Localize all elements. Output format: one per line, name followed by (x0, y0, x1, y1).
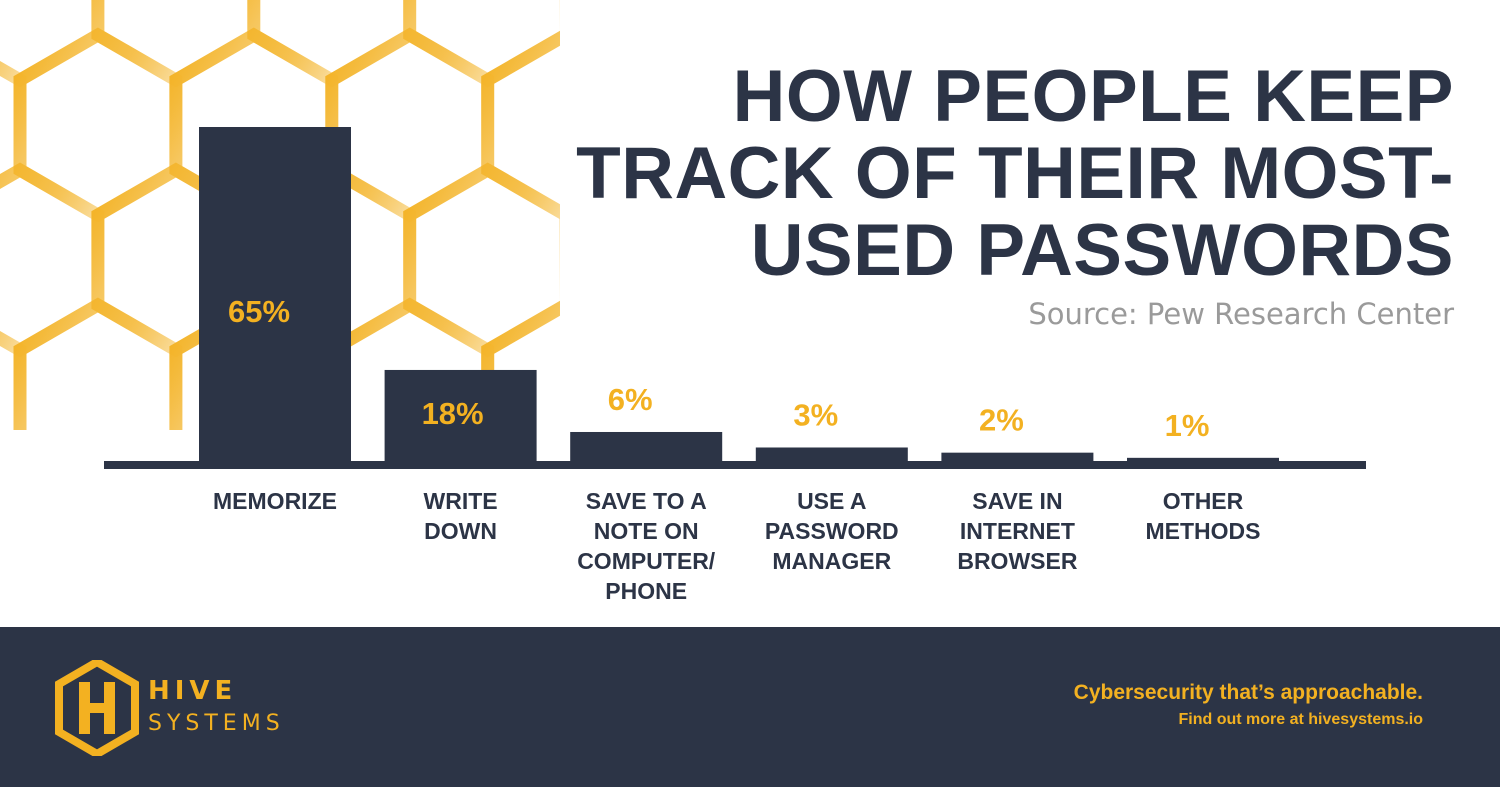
category-label-1-line-1: DOWN (424, 518, 497, 544)
category-label-5: OTHER METHODS (1146, 488, 1261, 544)
value-label-4: 2% (979, 403, 1024, 438)
value-label-2: 6% (608, 382, 653, 417)
category-label-5-line-0: OTHER (1163, 488, 1244, 514)
category-label-3: USE A PASSWORD MANAGER (765, 488, 899, 574)
value-label-3: 3% (793, 397, 838, 432)
category-label-0: MEMORIZE (213, 488, 337, 514)
category-label-0-line-0: MEMORIZE (213, 488, 337, 514)
category-label-2-line-3: PHONE (605, 578, 687, 604)
chart-title-line-1: HOW PEOPLE KEEP (732, 56, 1454, 137)
bar-1 (384, 369, 537, 463)
bar-chart: 65% 18% 6% 3% 2% 1% MEMORIZE WRITE DOWN SAVE TO … (104, 127, 1366, 604)
category-label-3-line-2: MANAGER (772, 548, 891, 574)
bar-0 (199, 127, 351, 463)
logo-wordmark-hive: HIVE (148, 676, 238, 706)
honeycomb-hexagon-24 (481, 300, 560, 430)
category-label-2-line-2: COMPUTER/ (577, 548, 716, 574)
category-label-1: WRITE DOWN (424, 488, 498, 544)
honeycomb-background (0, 0, 560, 430)
category-label-2: SAVE TO A NOTE ON COMPUTER/PHONE (577, 488, 716, 604)
footer-tagline: Cybersecurity that’s approachable. (1073, 681, 1423, 704)
category-label-3-line-0: USE A (797, 488, 866, 514)
bar-2 (570, 431, 723, 463)
bar-5 (1127, 457, 1279, 463)
category-label-3-line-1: PASSWORD (765, 518, 899, 544)
value-label-1: 18% (422, 396, 484, 431)
footer: HIVE SYSTEMS Cybersecurity that’s approa… (0, 627, 1500, 787)
footer-website-link[interactable]: Find out more at hivesystems.io (1178, 711, 1424, 728)
category-label-4-line-0: SAVE IN (972, 488, 1062, 514)
category-label-4-line-1: INTERNET (960, 518, 1075, 544)
chart-baseline (104, 461, 1366, 469)
category-label-4-line-2: BROWSER (957, 548, 1078, 574)
bar-4 (941, 452, 1094, 463)
value-label-0: 65% (228, 294, 290, 329)
value-label-5: 1% (1165, 408, 1210, 443)
category-label-5-line-1: METHODS (1146, 518, 1261, 544)
honeycomb-hexagon-14 (481, 30, 560, 220)
chart-title-line-3: USED PASSWORDS (750, 210, 1454, 291)
chart-title-line-2: TRACK OF THEIR MOST- (576, 133, 1454, 214)
category-label-2-line-1: NOTE ON (594, 518, 699, 544)
category-label-2-line-0: SAVE TO A (586, 488, 707, 514)
bar-3 (755, 447, 908, 463)
chart-source: Source: Pew Research Center (1028, 297, 1454, 331)
category-label-1-line-0: WRITE (424, 488, 498, 514)
logo-wordmark-systems: SYSTEMS (148, 711, 285, 736)
category-label-4: SAVE IN INTERNET BROWSER (957, 488, 1078, 574)
hive-logo-icon (55, 660, 139, 756)
title-block: HOW PEOPLE KEEP TRACK OF THEIR MOST- USE… (554, 58, 1454, 331)
